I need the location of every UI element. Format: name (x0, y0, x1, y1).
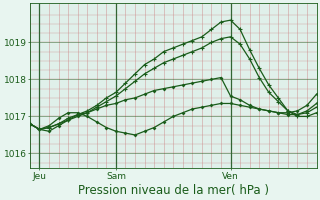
X-axis label: Pression niveau de la mer( hPa ): Pression niveau de la mer( hPa ) (78, 184, 269, 197)
